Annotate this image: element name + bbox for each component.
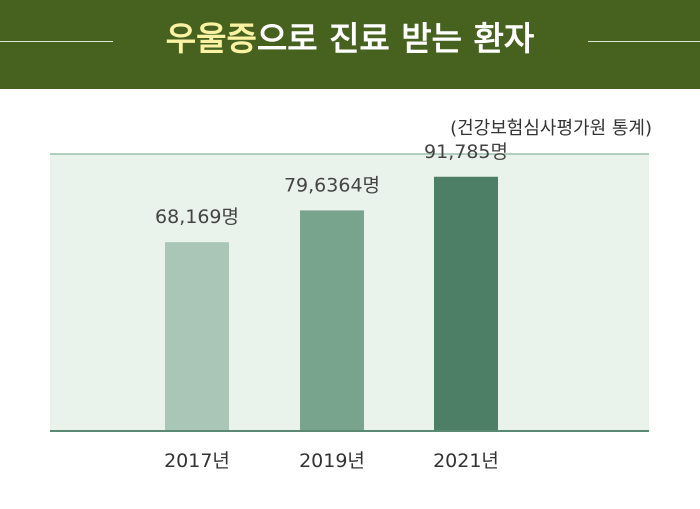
bar-2017 [165,242,229,431]
source-note: (건강보험심사평가원 통계) [450,118,652,139]
banner-divider-right [588,41,700,42]
bar-group [165,176,498,431]
label-group: 68,169명 2017년 79,6364명 2019년 91,785명 2021년 [155,141,508,472]
title-highlight: 우울증 [165,19,257,58]
x-tick-label: 2021년 [433,450,499,472]
banner-divider-left [0,41,113,42]
chart-title: 우울증으로 진료 받는 환자 [0,17,700,61]
title-rest: 으로 진료 받는 환자 [256,19,535,58]
bar-2021 [434,176,498,431]
data-label: 91,785명 [424,141,508,163]
x-tick-label: 2017년 [164,450,230,472]
bar-2019 [300,210,364,431]
data-label: 68,169명 [155,206,239,228]
x-tick-label: 2019년 [299,450,365,472]
data-label: 79,6364명 [284,174,380,196]
title-banner: 우울증으로 진료 받는 환자 [0,0,700,89]
